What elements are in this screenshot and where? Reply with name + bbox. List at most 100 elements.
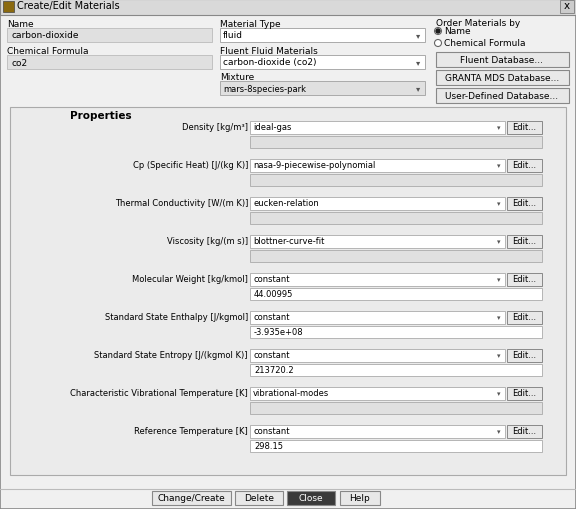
Bar bbox=[3, 2, 14, 13]
Bar bbox=[250, 402, 542, 414]
Bar bbox=[250, 425, 505, 438]
Text: constant: constant bbox=[253, 351, 290, 360]
Bar bbox=[250, 137, 542, 149]
Text: constant: constant bbox=[253, 427, 290, 436]
Bar bbox=[250, 175, 542, 187]
Text: ▾: ▾ bbox=[497, 163, 501, 168]
Text: User-Defined Database...: User-Defined Database... bbox=[445, 92, 559, 101]
Bar bbox=[340, 491, 380, 505]
Bar bbox=[507, 197, 542, 211]
Text: constant: constant bbox=[253, 275, 290, 284]
Text: fluid: fluid bbox=[223, 32, 243, 40]
Text: Edit...: Edit... bbox=[513, 237, 537, 246]
Text: Edit...: Edit... bbox=[513, 427, 537, 436]
Bar bbox=[250, 273, 505, 287]
Text: ▾: ▾ bbox=[497, 390, 501, 396]
Text: ▾: ▾ bbox=[497, 201, 501, 207]
Bar bbox=[507, 236, 542, 248]
Bar bbox=[507, 425, 542, 438]
Text: carbon-dioxide: carbon-dioxide bbox=[11, 32, 78, 40]
Bar bbox=[250, 122, 505, 135]
Text: ▾: ▾ bbox=[416, 59, 420, 67]
Bar bbox=[560, 1, 574, 14]
Bar bbox=[10, 108, 566, 475]
Text: ▾: ▾ bbox=[416, 32, 420, 40]
Text: co2: co2 bbox=[11, 59, 27, 67]
Text: Material Type: Material Type bbox=[220, 20, 281, 29]
Text: Edit...: Edit... bbox=[513, 123, 537, 132]
Bar bbox=[220, 29, 425, 43]
Text: Characteristic Vibrational Temperature [K]: Characteristic Vibrational Temperature [… bbox=[70, 389, 248, 398]
Text: Edit...: Edit... bbox=[513, 161, 537, 170]
Bar bbox=[507, 312, 542, 324]
Text: Reference Temperature [K]: Reference Temperature [K] bbox=[134, 427, 248, 436]
Text: ▾: ▾ bbox=[497, 276, 501, 282]
Text: Fluent Fluid Materials: Fluent Fluid Materials bbox=[220, 47, 318, 56]
Bar bbox=[507, 387, 542, 400]
Bar bbox=[220, 82, 425, 96]
Text: Fluent Database...: Fluent Database... bbox=[460, 56, 544, 65]
Text: Cp (Specific Heat) [J/(kg K)]: Cp (Specific Heat) [J/(kg K)] bbox=[132, 161, 248, 170]
Text: nasa-9-piecewise-polynomial: nasa-9-piecewise-polynomial bbox=[253, 161, 376, 170]
Text: GRANTA MDS Database...: GRANTA MDS Database... bbox=[445, 74, 559, 83]
Bar bbox=[250, 312, 505, 324]
Text: carbon-dioxide (co2): carbon-dioxide (co2) bbox=[223, 59, 316, 67]
Text: Chemical Formula: Chemical Formula bbox=[444, 39, 525, 48]
Text: Delete: Delete bbox=[244, 494, 274, 502]
Text: Edit...: Edit... bbox=[513, 313, 537, 322]
Text: Mixture: Mixture bbox=[220, 73, 254, 82]
Text: -3.935e+08: -3.935e+08 bbox=[254, 328, 304, 337]
Text: ▾: ▾ bbox=[497, 315, 501, 320]
Text: ▾: ▾ bbox=[497, 352, 501, 358]
Bar bbox=[250, 197, 505, 211]
Text: Change/Create: Change/Create bbox=[158, 494, 225, 502]
Bar bbox=[250, 250, 542, 263]
Text: Edit...: Edit... bbox=[513, 199, 537, 208]
Bar bbox=[507, 349, 542, 362]
Bar bbox=[507, 273, 542, 287]
Bar bbox=[235, 491, 283, 505]
Text: Edit...: Edit... bbox=[513, 351, 537, 360]
Text: ideal-gas: ideal-gas bbox=[253, 123, 291, 132]
Circle shape bbox=[436, 30, 440, 34]
Bar bbox=[507, 122, 542, 135]
Text: blottner-curve-fit: blottner-curve-fit bbox=[253, 237, 324, 246]
Bar bbox=[152, 491, 231, 505]
Text: constant: constant bbox=[253, 313, 290, 322]
Text: 213720.2: 213720.2 bbox=[254, 366, 294, 375]
Text: Name: Name bbox=[7, 20, 33, 29]
Bar bbox=[250, 236, 505, 248]
Text: Create/Edit Materials: Create/Edit Materials bbox=[17, 1, 120, 11]
Text: Edit...: Edit... bbox=[513, 389, 537, 398]
Text: Properties: Properties bbox=[70, 111, 132, 121]
Text: Density [kg/m³]: Density [kg/m³] bbox=[182, 123, 248, 132]
Bar bbox=[436, 89, 569, 104]
Bar bbox=[250, 160, 505, 173]
Text: eucken-relation: eucken-relation bbox=[253, 199, 319, 208]
Bar bbox=[250, 213, 542, 224]
Text: 44.00995: 44.00995 bbox=[254, 290, 293, 299]
Circle shape bbox=[434, 40, 441, 47]
Text: Chemical Formula: Chemical Formula bbox=[7, 47, 89, 56]
Bar bbox=[250, 387, 505, 400]
Bar bbox=[220, 56, 425, 70]
Text: mars-8species-park: mars-8species-park bbox=[223, 84, 306, 93]
Bar bbox=[507, 160, 542, 173]
Text: vibrational-modes: vibrational-modes bbox=[253, 389, 329, 398]
Text: Standard State Entropy [J/(kgmol K)]: Standard State Entropy [J/(kgmol K)] bbox=[94, 351, 248, 360]
Bar bbox=[7, 56, 212, 70]
Bar bbox=[250, 440, 542, 452]
Text: ▾: ▾ bbox=[497, 428, 501, 434]
Text: Molecular Weight [kg/kmol]: Molecular Weight [kg/kmol] bbox=[132, 275, 248, 284]
Bar bbox=[250, 364, 542, 376]
Text: Edit...: Edit... bbox=[513, 275, 537, 284]
Text: Name: Name bbox=[444, 27, 471, 37]
Text: ▾: ▾ bbox=[416, 84, 420, 93]
Text: Close: Close bbox=[299, 494, 323, 502]
Bar bbox=[0, 0, 576, 16]
Text: Help: Help bbox=[350, 494, 370, 502]
Text: Viscosity [kg/(m s)]: Viscosity [kg/(m s)] bbox=[167, 237, 248, 246]
Bar bbox=[250, 349, 505, 362]
Text: ▾: ▾ bbox=[497, 239, 501, 244]
Text: Standard State Enthalpy [J/kgmol]: Standard State Enthalpy [J/kgmol] bbox=[105, 313, 248, 322]
